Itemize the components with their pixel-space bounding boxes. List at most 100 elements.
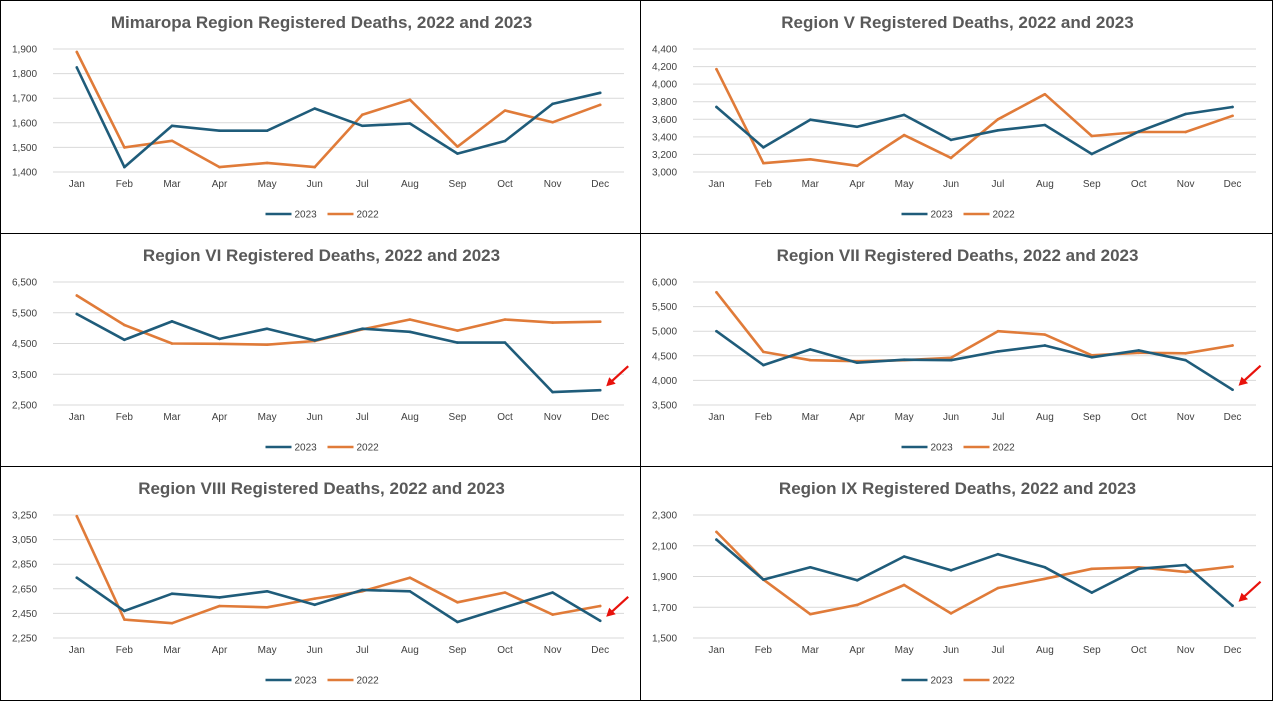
x-tick-label: Feb	[755, 412, 773, 423]
data-point-2022	[551, 321, 554, 324]
data-point-2023	[715, 105, 718, 109]
x-tick-label: Feb	[116, 412, 134, 423]
data-point-2022	[598, 604, 602, 608]
data-point-2022	[715, 291, 718, 294]
data-point-2023	[1184, 112, 1187, 116]
x-tick-label: Jul	[356, 645, 369, 656]
x-tick-label: Jun	[307, 179, 323, 190]
data-point-2022	[1184, 352, 1187, 355]
x-tick-label: Apr	[212, 412, 228, 423]
series-line-2022	[715, 530, 1234, 616]
x-tick-label: Feb	[755, 645, 773, 656]
series-line-2023	[75, 312, 602, 394]
data-point-2023	[996, 128, 1000, 132]
x-tick-label: Jan	[69, 412, 85, 423]
y-tick-label: 4,200	[652, 62, 677, 73]
data-point-2022	[949, 612, 953, 615]
data-point-2022	[715, 530, 718, 534]
legend-label: 2023	[295, 676, 318, 687]
data-point-2023	[75, 312, 79, 316]
data-point-2022	[551, 121, 554, 124]
x-tick-label: Jul	[356, 412, 369, 423]
y-tick-label: 2,250	[12, 634, 37, 645]
data-point-2023	[503, 139, 507, 143]
y-tick-label: 2,100	[652, 541, 677, 552]
legend-label: 2022	[993, 676, 1016, 687]
x-tick-label: Apr	[849, 412, 865, 423]
x-tick-label: Apr	[212, 645, 228, 656]
data-point-2022	[1184, 130, 1187, 134]
data-point-2022	[123, 618, 126, 621]
data-point-2022	[218, 165, 221, 169]
legend-label: 2023	[931, 443, 954, 454]
series-line-2023	[715, 329, 1234, 391]
series-line-2022	[715, 290, 1234, 363]
data-point-2022	[456, 329, 459, 332]
series-line-2023	[75, 576, 602, 624]
data-point-2023	[949, 358, 953, 362]
x-tick-label: Jul	[992, 412, 1005, 423]
chart-title: Region V Registered Deaths, 2022 and 202…	[781, 13, 1133, 32]
data-point-2022	[456, 145, 459, 148]
data-point-2022	[75, 50, 79, 54]
data-point-2023	[1043, 565, 1047, 569]
y-tick-label: 3,500	[652, 401, 677, 412]
data-point-2023	[1043, 123, 1047, 127]
data-point-2022	[808, 157, 812, 161]
data-point-2022	[313, 165, 317, 169]
data-point-2023	[123, 165, 126, 169]
data-point-2023	[218, 129, 221, 132]
data-point-2023	[75, 66, 79, 69]
data-point-2023	[218, 337, 221, 341]
data-point-2023	[218, 596, 221, 599]
x-tick-label: Nov	[544, 645, 562, 656]
data-point-2023	[408, 122, 412, 125]
data-point-2022	[1043, 577, 1047, 581]
data-point-2022	[218, 604, 221, 608]
chart-svg: Region VII Registered Deaths, 2022 and 2…	[652, 246, 1262, 454]
x-tick-label: Jun	[307, 412, 323, 423]
y-tick-label: 4,500	[12, 339, 37, 350]
data-point-2023	[265, 129, 269, 132]
data-point-2023	[123, 609, 126, 613]
data-point-2023	[855, 361, 859, 364]
x-tick-label: Aug	[401, 412, 419, 423]
y-tick-label: 1,400	[12, 168, 37, 179]
data-point-2022	[503, 318, 507, 321]
x-tick-label: Dec	[591, 412, 609, 423]
y-tick-label: 6,000	[652, 278, 677, 289]
y-tick-label: 3,000	[652, 168, 677, 179]
y-tick-label: 2,450	[12, 609, 37, 620]
x-tick-label: Jan	[708, 645, 724, 656]
data-point-2022	[855, 603, 859, 607]
y-tick-label: 3,050	[12, 535, 37, 546]
y-tick-label: 2,850	[12, 560, 37, 571]
data-point-2023	[996, 350, 1000, 353]
data-point-2023	[1184, 563, 1187, 567]
x-tick-label: Oct	[1131, 179, 1147, 190]
y-tick-label: 3,400	[652, 132, 677, 143]
x-tick-label: Apr	[212, 179, 228, 190]
data-point-2022	[1184, 570, 1187, 574]
y-tick-label: 1,700	[12, 94, 37, 105]
x-tick-label: Feb	[116, 645, 134, 656]
x-tick-label: Dec	[591, 645, 609, 656]
x-tick-label: Nov	[1177, 645, 1195, 656]
x-tick-label: Jan	[708, 412, 724, 423]
data-point-2023	[503, 605, 507, 609]
data-point-2023	[360, 124, 364, 128]
data-point-2022	[598, 320, 602, 323]
data-point-2022	[265, 161, 269, 165]
x-tick-label: Mar	[163, 645, 181, 656]
chart-title: Region VIII Registered Deaths, 2022 and …	[138, 479, 505, 498]
data-point-2023	[902, 113, 906, 117]
data-point-2022	[902, 133, 906, 137]
data-point-2023	[855, 579, 859, 582]
x-tick-label: Sep	[449, 179, 467, 190]
chart-title: Region VII Registered Deaths, 2022 and 2…	[777, 246, 1139, 265]
x-tick-label: Nov	[544, 412, 562, 423]
series-line-2022	[75, 294, 602, 346]
series-line-2023	[715, 105, 1234, 156]
data-point-2023	[313, 603, 317, 607]
chart-svg: Mimaropa Region Registered Deaths, 2022 …	[12, 13, 624, 221]
